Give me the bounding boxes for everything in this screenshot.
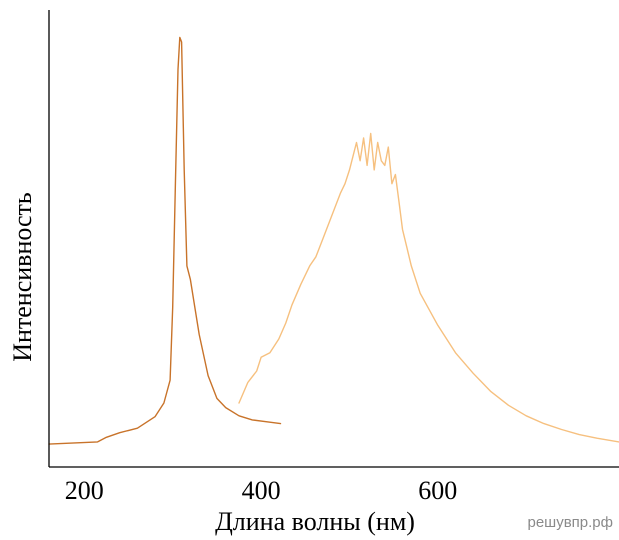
x-tick-label: 600 bbox=[418, 476, 457, 505]
x-tick-label: 400 bbox=[242, 476, 281, 505]
y-axis-title: Интенсивность bbox=[8, 192, 37, 362]
x-tick-labels: 200 400 600 bbox=[65, 476, 457, 505]
watermark: решувпр.рф bbox=[527, 514, 613, 531]
series-line-1 bbox=[48, 36, 282, 445]
x-axis-title: Длина волны (нм) bbox=[215, 507, 415, 536]
plot-area bbox=[48, 36, 619, 445]
series-line-2 bbox=[238, 132, 619, 443]
x-tick-label: 200 bbox=[65, 476, 104, 505]
